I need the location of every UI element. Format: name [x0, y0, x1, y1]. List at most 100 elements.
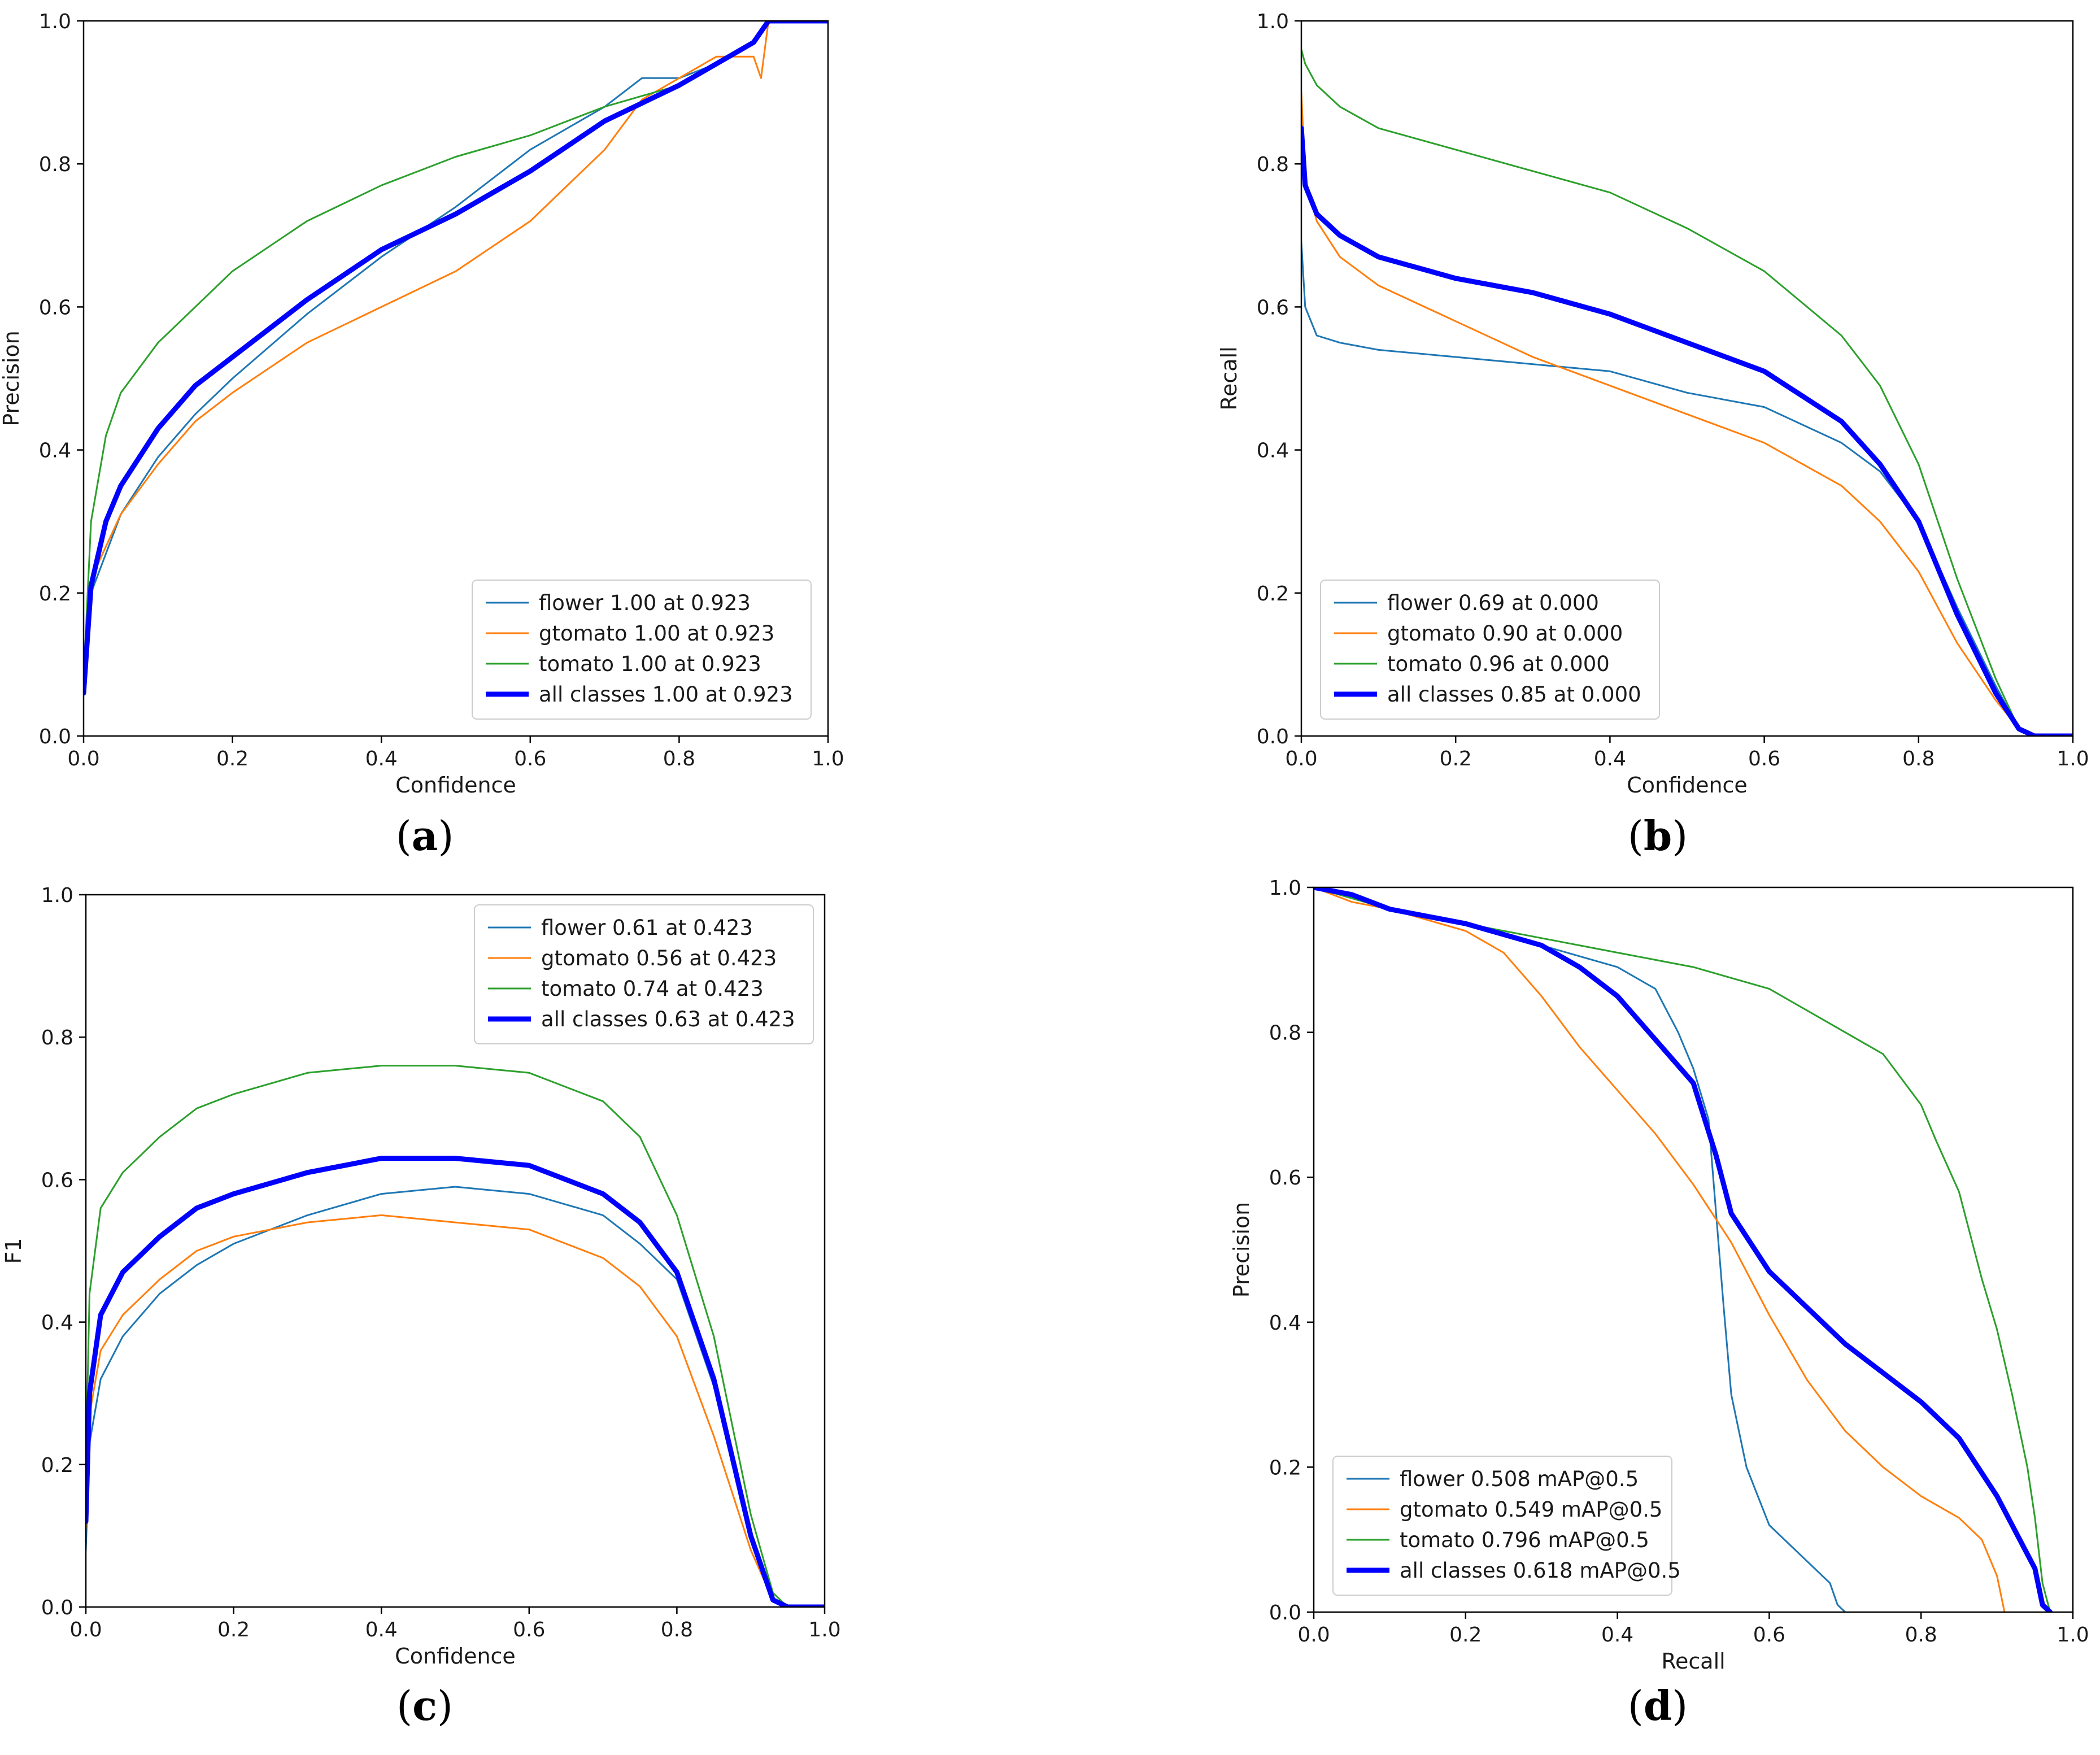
y-tick-label: 0.8	[1269, 1022, 1301, 1045]
panel-b: 0.0 0.2 0.4 0.6 0.8 1.0 0.0 0.2 0.4 0.6 0.8 1.0 Conf…	[1217, 10, 2089, 860]
y-tick-label: 0.6	[41, 1169, 73, 1192]
legend-label: gtomato 1.00 at 0.923	[539, 621, 774, 646]
legend-label: flower 1.00 at 0.923	[539, 591, 751, 615]
x-tick-label: 0.8	[661, 1618, 693, 1641]
panel-caption: (d)	[1628, 1682, 1688, 1730]
x-tick-label: 1.0	[2057, 1623, 2089, 1647]
panel-caption: (a)	[396, 812, 454, 860]
x-axis-label: Recall	[1661, 1649, 1725, 1674]
y-tick-label: 0.0	[1257, 725, 1289, 748]
x-tick-label: 0.8	[663, 747, 695, 770]
y-tick-label: 1.0	[41, 884, 73, 907]
series-line-all-classes	[1301, 125, 2073, 736]
x-tick-label: 0.0	[1285, 747, 1317, 770]
series-line-all-classes	[1314, 887, 2053, 1612]
series-line-gtomato	[86, 1214, 825, 1607]
y-tick-label: 0.6	[1257, 296, 1289, 319]
legend-label: tomato 0.96 at 0.000	[1387, 652, 1610, 676]
plot-frame	[1300, 20, 2074, 737]
panel-caption: (c)	[397, 1682, 453, 1730]
panel-d: 0.0 0.2 0.4 0.6 0.8 1.0 0.0 0.2 0.4 0.6 0.8 1.0 Reca…	[1229, 877, 2089, 1730]
legend: flower 0.508 mAP@0.5 gtomato 0.549 mAP@0.…	[1332, 1456, 1681, 1596]
x-axis-label: Confidence	[1627, 773, 1748, 798]
y-tick-label: 1.0	[1257, 10, 1289, 33]
legend-label: tomato 0.796 mAP@0.5	[1400, 1528, 1649, 1552]
y-axis-label: Precision	[0, 330, 24, 426]
x-tick-label: 0.6	[514, 747, 546, 770]
legend-box	[1320, 580, 1660, 720]
y-tick-label: 0.2	[39, 582, 71, 606]
legend-label: flower 0.69 at 0.000	[1387, 591, 1599, 615]
y-tick-label: 0.4	[1257, 439, 1289, 463]
x-tick-label: 0.8	[1905, 1623, 1937, 1647]
legend-label: gtomato 0.549 mAP@0.5	[1400, 1497, 1662, 1522]
legend-label: flower 0.508 mAP@0.5	[1400, 1467, 1639, 1491]
panel-caption-letter: d	[1644, 1682, 1672, 1730]
y-tick-label: 0.6	[39, 296, 71, 319]
y-tick-label: 0.8	[41, 1026, 73, 1049]
series-line-all-classes	[86, 1156, 825, 1607]
legend-label: all classes 1.00 at 0.923	[539, 682, 793, 707]
x-tick-label: 0.6	[513, 1618, 545, 1641]
x-tick-label: 0.2	[1440, 747, 1472, 770]
y-tick-label: 0.0	[1269, 1601, 1301, 1625]
legend: flower 0.69 at 0.000 gtomato 0.90 at 0.00…	[1320, 580, 1660, 720]
panel-caption: (b)	[1628, 812, 1688, 860]
y-tick-label: 0.2	[1269, 1456, 1301, 1479]
legend-box	[474, 904, 814, 1044]
y-tick-label: 0.2	[41, 1454, 73, 1477]
y-tick-label: 1.0	[1269, 877, 1301, 900]
x-tick-label: 0.6	[1748, 747, 1780, 770]
legend-label: all classes 0.63 at 0.423	[541, 1007, 795, 1031]
x-axis-label: Confidence	[395, 1644, 516, 1669]
legend-label: flower 0.61 at 0.423	[541, 916, 753, 940]
plot-frame	[85, 894, 826, 1608]
y-tick-label: 0.4	[1269, 1312, 1301, 1335]
x-tick-label: 0.2	[217, 1618, 250, 1641]
x-tick-label: 1.0	[808, 1618, 840, 1641]
x-tick-label: 0.6	[1753, 1623, 1785, 1647]
series-line-gtomato	[1301, 92, 2073, 736]
panel-caption-letter: b	[1644, 812, 1672, 860]
series-line-flower	[86, 1186, 825, 1607]
x-tick-label: 0.0	[69, 1618, 102, 1641]
x-tick-label: 0.4	[1601, 1623, 1633, 1647]
y-tick-label: 0.2	[1257, 582, 1289, 606]
legend-label: all classes 0.618 mAP@0.5	[1400, 1558, 1681, 1583]
series-line-tomato	[1314, 887, 2051, 1612]
x-tick-label: 0.4	[365, 747, 398, 770]
legend-label: all classes 0.85 at 0.000	[1387, 682, 1641, 707]
x-tick-label: 1.0	[2057, 747, 2089, 770]
legend-label: gtomato 0.56 at 0.423	[541, 946, 777, 970]
panel-caption-letter: c	[412, 1682, 437, 1730]
y-tick-label: 0.8	[1257, 153, 1289, 176]
y-tick-label: 0.4	[41, 1312, 73, 1335]
legend-label: gtomato 0.90 at 0.000	[1387, 621, 1623, 646]
y-tick-label: 0.8	[39, 153, 71, 176]
legend-label: tomato 1.00 at 0.923	[539, 652, 761, 676]
series-line-gtomato	[1314, 887, 2006, 1612]
x-tick-label: 1.0	[812, 747, 844, 770]
series-line-tomato	[86, 1065, 825, 1607]
plot-frame	[82, 20, 829, 737]
y-axis-label: Precision	[1229, 1202, 1254, 1298]
legend-label: tomato 0.74 at 0.423	[541, 977, 764, 1001]
legend-box	[472, 580, 812, 720]
y-axis-label: Recall	[1217, 346, 1241, 410]
x-tick-label: 0.4	[365, 1618, 398, 1641]
x-tick-label: 0.0	[1297, 1623, 1330, 1647]
panel-c: 0.0 0.2 0.4 0.6 0.8 1.0 0.0 0.2 0.4 0.6 0.8 1.0 Conf…	[1, 884, 841, 1730]
y-tick-label: 1.0	[39, 10, 71, 33]
x-tick-label: 0.2	[216, 747, 249, 770]
legend: flower 1.00 at 0.923 gtomato 1.00 at 0.92…	[472, 580, 812, 720]
panel-a: 0.0 0.2 0.4 0.6 0.8 1.0 0.0 0.2 0.4 0.6 0.8 1.0 Conf…	[0, 10, 844, 860]
x-tick-label: 0.4	[1594, 747, 1626, 770]
y-tick-label: 0.4	[39, 439, 71, 463]
series-line-flower	[1301, 242, 2073, 736]
legend: flower 0.61 at 0.423 gtomato 0.56 at 0.42…	[474, 904, 814, 1044]
y-tick-label: 0.6	[1269, 1166, 1301, 1190]
plot-frame	[1313, 886, 2074, 1613]
series-line-gtomato	[84, 21, 828, 665]
y-axis-label: F1	[1, 1238, 26, 1264]
